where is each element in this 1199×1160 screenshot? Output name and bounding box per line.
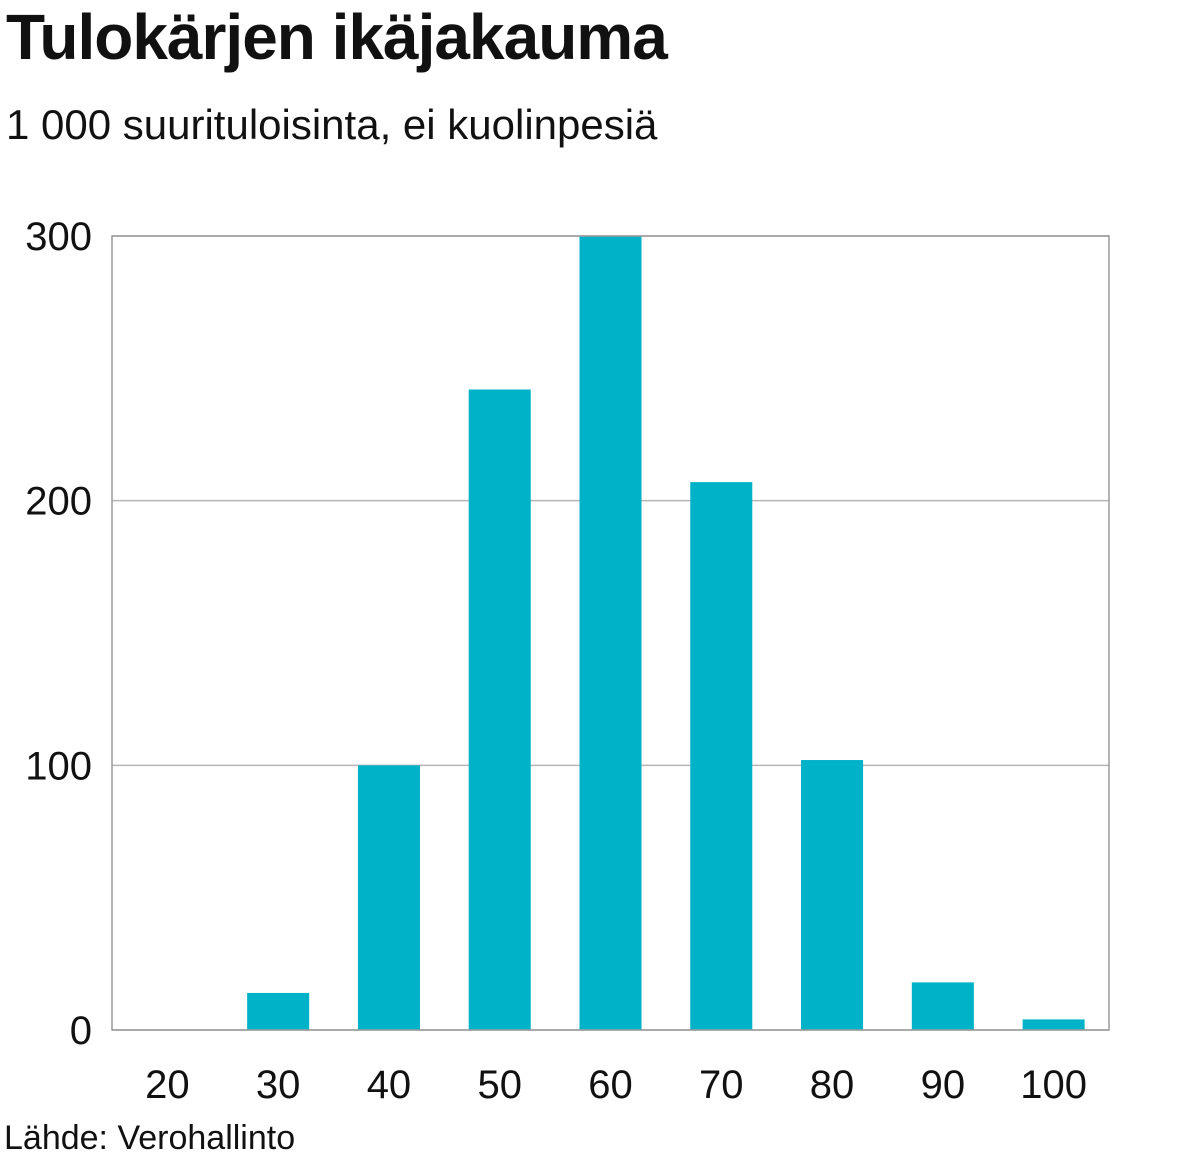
bar: [579, 236, 642, 1030]
y-tick-label: 0: [70, 1009, 92, 1053]
bars: [247, 236, 1085, 1030]
x-tick-label: 30: [256, 1063, 301, 1107]
x-tick-label: 80: [810, 1063, 855, 1107]
bar: [468, 389, 531, 1030]
bar: [801, 760, 864, 1030]
bar: [247, 992, 310, 1030]
chart-title: Tulokärjen ikäjakauma: [6, 1, 668, 73]
y-tick-label: 200: [25, 480, 92, 524]
bar: [1022, 1019, 1085, 1030]
source-note: Lähde: Verohallinto: [4, 1119, 296, 1157]
bar: [357, 765, 420, 1030]
x-axis-ticks: 20 30 40 50 60 70 80 90 100: [145, 1063, 1087, 1107]
x-tick-label: 90: [921, 1063, 966, 1107]
y-tick-label: 100: [25, 744, 92, 788]
x-tick-label: 20: [145, 1063, 190, 1107]
chart-subtitle: 1 000 suurituloisinta, ei kuolinpesiä: [6, 101, 658, 148]
x-tick-label: 60: [588, 1063, 633, 1107]
bar: [690, 482, 753, 1030]
x-tick-label: 40: [367, 1063, 412, 1107]
bar: [911, 982, 974, 1030]
x-tick-label: 70: [699, 1063, 744, 1107]
plot-frame: [111, 235, 1110, 1031]
y-axis-ticks: 0 100 200 300: [25, 215, 92, 1053]
x-tick-label: 100: [1020, 1063, 1087, 1107]
x-tick-label: 50: [477, 1063, 522, 1107]
y-tick-label: 300: [25, 215, 92, 259]
